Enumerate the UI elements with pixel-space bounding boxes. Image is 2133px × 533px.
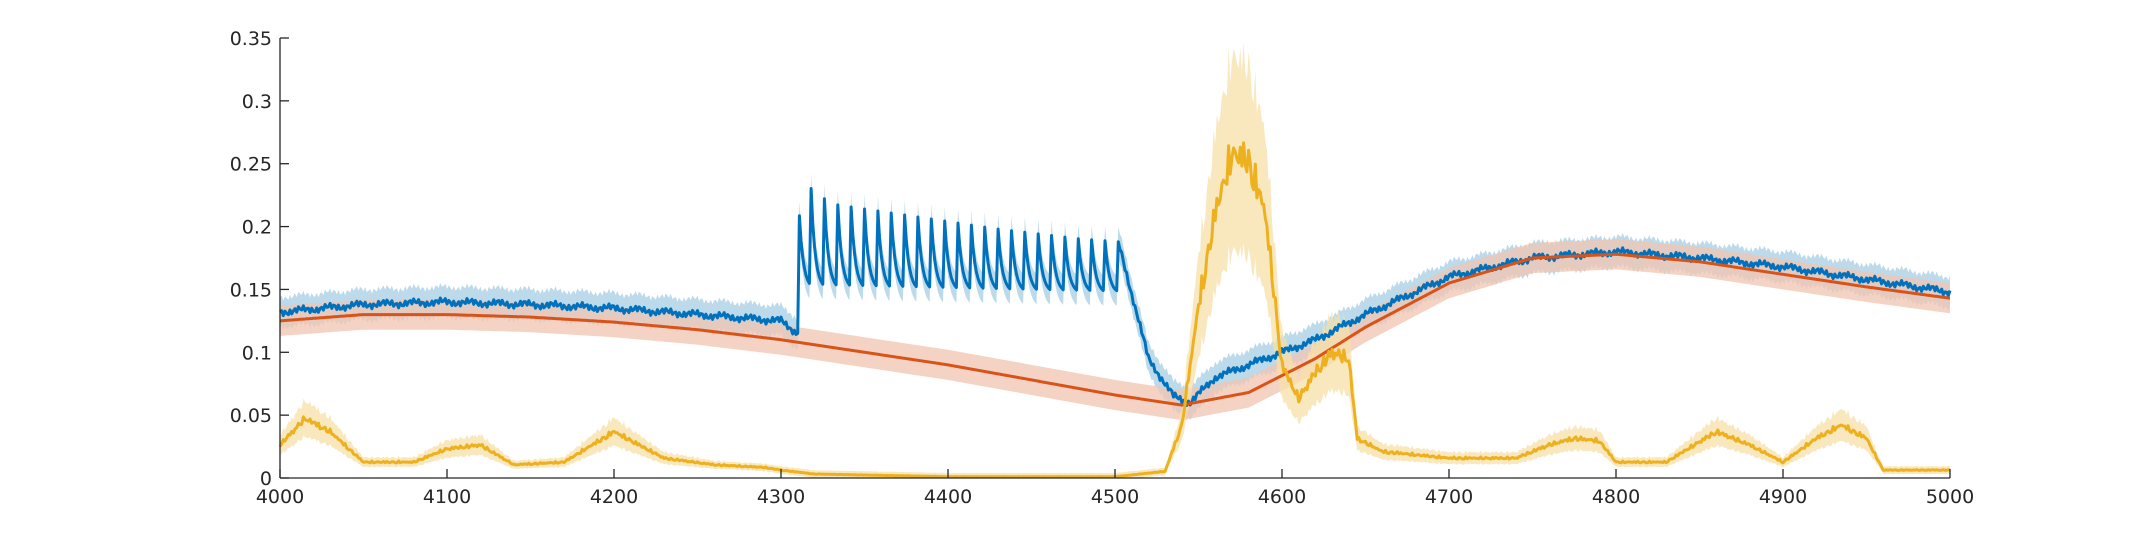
x-tick-label: 4100	[423, 486, 471, 508]
y-tick-label: 0.25	[230, 154, 272, 176]
series-2-line	[279, 252, 1951, 407]
series-1-line	[279, 187, 1952, 407]
y-tick-label: 0.05	[230, 405, 272, 427]
y-tick-label: 0.3	[242, 91, 272, 113]
y-ticks: 0 0.05 0.1 0.15 0.2 0.25 0.3 0.35	[230, 28, 289, 490]
series-2-band	[280, 239, 1950, 421]
y-tick-label: 0.1	[242, 342, 272, 364]
y-tick-label: 0.15	[230, 279, 272, 301]
y-tick-label: 0.2	[242, 217, 272, 239]
confidence-bands	[280, 42, 1950, 479]
x-ticks: 4000 4100 4200 4300 4400 4500 4600 4700 4800 4900…	[256, 469, 1974, 508]
x-tick-label: 4000	[256, 486, 304, 508]
x-tick-label: 4900	[1759, 486, 1807, 508]
x-tick-label: 4400	[924, 486, 972, 508]
x-tick-label: 4600	[1258, 486, 1306, 508]
x-tick-label: 5000	[1926, 486, 1974, 508]
x-tick-label: 4300	[757, 486, 805, 508]
series-1-band	[280, 173, 1950, 421]
y-tick-label: 0.35	[230, 28, 272, 50]
x-tick-label: 4800	[1592, 486, 1640, 508]
x-tick-label: 4700	[1425, 486, 1473, 508]
x-tick-label: 4500	[1091, 486, 1139, 508]
x-tick-label: 4200	[590, 486, 638, 508]
y-tick-label: 0	[260, 468, 272, 490]
